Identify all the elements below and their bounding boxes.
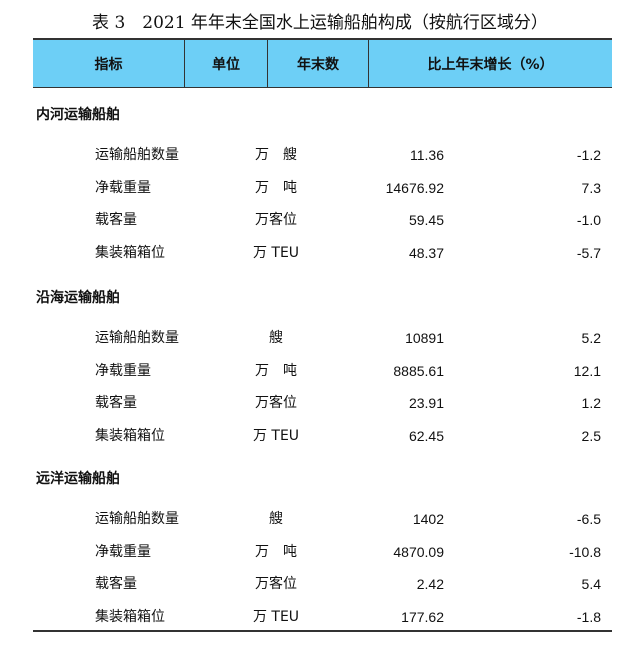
indicator-cell: 载客量 xyxy=(95,576,137,593)
indicator-cell: 净载重量 xyxy=(95,543,151,560)
value-cell: 62.45 xyxy=(408,428,444,445)
value-cell: 1402 xyxy=(412,511,444,527)
indicator-cell: 集装箱箱位 xyxy=(95,245,165,262)
value-cell: 23.91 xyxy=(408,395,444,412)
unit-cell: 万 吨 xyxy=(255,179,297,196)
growth-cell: -1.0 xyxy=(576,212,601,229)
growth-cell: -1.2 xyxy=(576,147,601,163)
table-bottom-rule xyxy=(33,630,612,632)
indicator-cell: 净载重量 xyxy=(95,362,151,379)
growth-cell: -6.5 xyxy=(576,511,601,527)
indicator-cell: 净载重量 xyxy=(95,179,151,196)
indicator-cell: 集装箱箱位 xyxy=(95,609,165,626)
table-header: 指标 单位 年末数 比上年末增长（%） xyxy=(33,38,612,88)
unit-cell: 艘 xyxy=(269,511,283,527)
unit-cell: 艘 xyxy=(269,330,283,346)
section-heading: 远洋运输船舶 xyxy=(36,471,120,487)
indicator-cell: 运输船舶数量 xyxy=(95,330,179,346)
value-cell: 11.36 xyxy=(410,147,444,163)
unit-cell: 万 吨 xyxy=(255,362,297,379)
unit-cell: 万客位 xyxy=(255,212,297,229)
growth-cell: -10.8 xyxy=(569,543,601,560)
growth-cell: 7.3 xyxy=(581,179,601,196)
unit-cell: 万 TEU xyxy=(252,428,300,445)
indicator-cell: 运输船舶数量 xyxy=(95,511,179,527)
value-cell: 59.45 xyxy=(408,212,444,229)
unit-cell: 万客位 xyxy=(255,395,297,412)
unit-cell: 万 吨 xyxy=(255,543,297,560)
growth-cell: 12.1 xyxy=(573,362,601,379)
growth-cell: 5.4 xyxy=(581,576,601,593)
value-cell: 177.62 xyxy=(401,609,444,626)
indicator-cell: 运输船舶数量 xyxy=(95,147,179,163)
value-cell: 10891 xyxy=(405,330,444,346)
growth-cell: 1.2 xyxy=(581,395,601,412)
header-unit: 单位 xyxy=(185,40,268,87)
value-cell: 4870.09 xyxy=(393,543,444,560)
growth-cell: -5.7 xyxy=(576,245,601,262)
indicator-cell: 载客量 xyxy=(95,212,137,229)
value-cell: 48.37 xyxy=(408,245,444,262)
indicator-cell: 集装箱箱位 xyxy=(95,428,165,445)
indicator-cell: 载客量 xyxy=(95,395,137,412)
header-year-end: 年末数 xyxy=(268,40,369,87)
header-indicator: 指标 xyxy=(33,40,185,87)
growth-cell: 2.5 xyxy=(581,428,601,445)
value-cell: 14676.92 xyxy=(385,179,444,196)
section-heading: 内河运输船舶 xyxy=(36,107,120,123)
value-cell: 2.42 xyxy=(416,576,444,593)
section-heading: 沿海运输船舶 xyxy=(36,290,120,306)
unit-cell: 万 TEU xyxy=(252,245,300,262)
growth-cell: -1.8 xyxy=(576,609,601,626)
unit-cell: 万 TEU xyxy=(252,609,300,626)
header-growth: 比上年末增长（%） xyxy=(427,56,554,73)
unit-cell: 万 艘 xyxy=(255,147,297,163)
unit-cell: 万客位 xyxy=(255,576,297,593)
value-cell: 8885.61 xyxy=(393,362,444,379)
growth-cell: 5.2 xyxy=(581,330,601,346)
table-title: 表 3 2021 年年末全国水上运输船舶构成（按航行区域分） xyxy=(92,13,548,33)
